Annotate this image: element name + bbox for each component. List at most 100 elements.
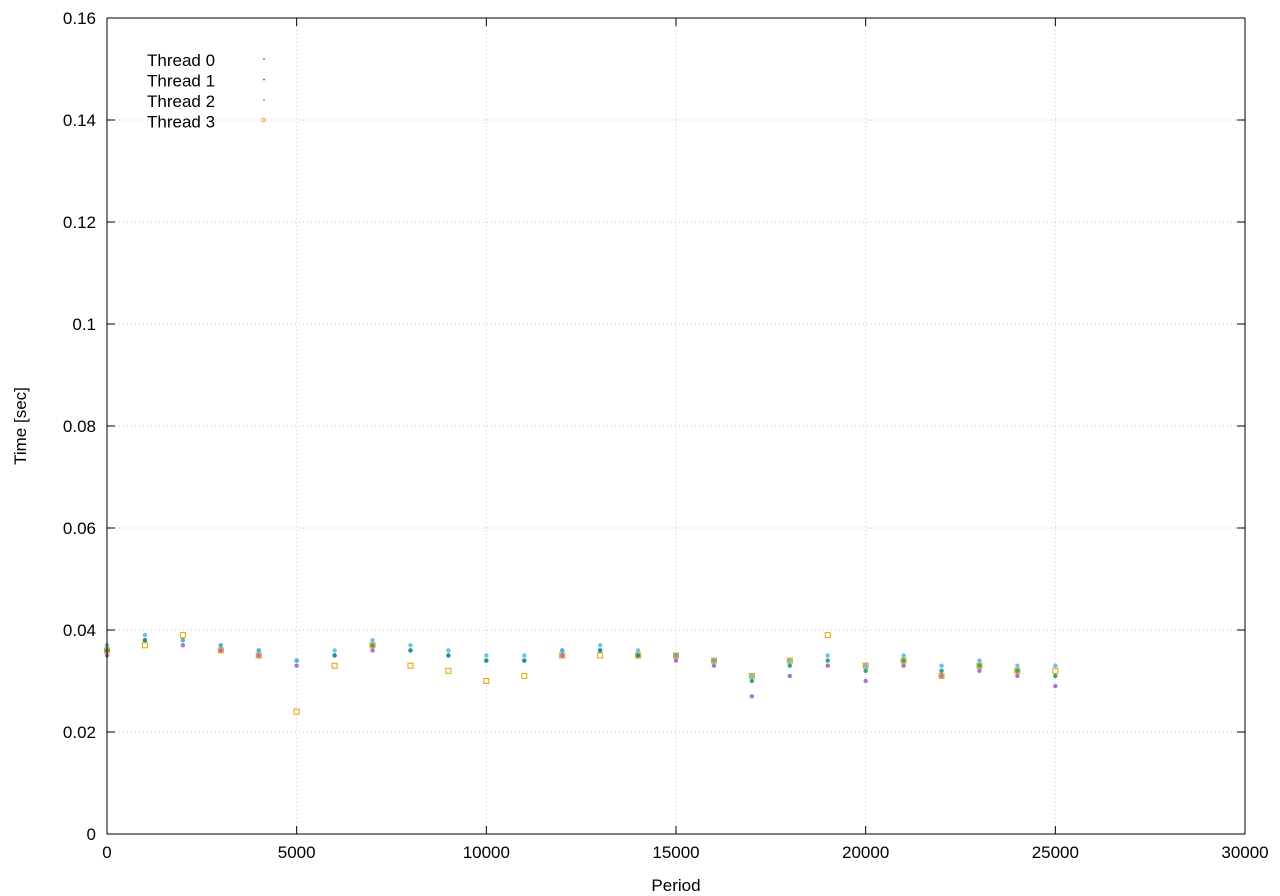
data-point	[938, 672, 945, 679]
y-axis-label: Time [sec]	[11, 387, 30, 465]
data-point	[901, 653, 906, 658]
data-point	[369, 642, 376, 649]
data-point	[863, 668, 868, 673]
data-point	[294, 663, 299, 668]
grid	[107, 18, 1245, 834]
x-tick-label: 30000	[1221, 843, 1268, 862]
data-point	[673, 653, 679, 658]
data-point	[787, 658, 792, 663]
y-tick-label: 0.1	[72, 315, 96, 334]
legend-marker	[263, 78, 265, 81]
data-point	[597, 652, 604, 659]
data-point	[1014, 667, 1021, 674]
data-point	[1015, 663, 1020, 668]
legend-label: Thread 1	[147, 72, 215, 91]
data-point	[256, 653, 261, 658]
data-point	[332, 648, 337, 653]
data-point	[560, 653, 565, 658]
x-tick-label: 10000	[463, 843, 510, 862]
data-point	[597, 643, 603, 648]
data-point	[977, 658, 982, 663]
data-point	[522, 653, 527, 658]
data-point	[521, 672, 528, 679]
data-point	[1015, 673, 1020, 679]
x-tick-label: 20000	[842, 843, 889, 862]
y-tick-label: 0.08	[63, 417, 96, 436]
data-point	[635, 653, 641, 658]
data-point	[407, 662, 414, 669]
legend-label: Thread 0	[147, 51, 215, 70]
data-point	[217, 647, 224, 654]
legend-label: Thread 2	[147, 92, 215, 111]
data-point	[749, 694, 755, 699]
data-point	[141, 642, 148, 649]
data-point	[294, 658, 299, 663]
data-point	[522, 658, 527, 663]
data-point	[901, 658, 906, 663]
axis-ticks	[106, 17, 1246, 835]
y-tick-label: 0.02	[63, 723, 96, 742]
data-point	[293, 708, 300, 715]
data-point	[939, 673, 944, 679]
data-point	[635, 652, 642, 659]
y-tick-label: 0	[87, 825, 96, 844]
y-tick-label: 0.14	[63, 111, 96, 130]
data-point	[673, 658, 679, 663]
x-axis-label: Period	[651, 876, 700, 895]
data-point	[445, 667, 452, 674]
y-tick-label: 0.04	[63, 621, 96, 640]
data-point	[825, 663, 830, 668]
data-point	[483, 678, 490, 684]
data-point	[332, 653, 337, 658]
data-point	[976, 662, 983, 669]
data-point	[1015, 668, 1020, 673]
x-tick-label: 0	[102, 843, 111, 862]
data-point	[218, 648, 223, 653]
data-point	[1053, 683, 1058, 689]
y-tick-label: 0.12	[63, 213, 96, 232]
legend-marker	[261, 118, 266, 122]
y-tick-label: 0.06	[63, 519, 96, 538]
x-tick-label: 15000	[652, 843, 699, 862]
data-point	[218, 643, 223, 648]
series-1	[104, 638, 1058, 684]
data-point	[256, 648, 261, 653]
data-point	[977, 668, 982, 673]
data-point	[748, 672, 755, 679]
data-point	[255, 652, 262, 659]
data-point	[901, 663, 906, 668]
data-point	[331, 662, 338, 669]
data-point	[142, 638, 148, 643]
series-2	[104, 632, 1058, 679]
data-point	[863, 678, 868, 684]
data-point	[179, 632, 186, 639]
data-point	[370, 643, 375, 648]
data-point	[635, 648, 641, 653]
data-point	[142, 632, 148, 638]
data-point	[370, 638, 375, 643]
legend-label: Thread 3	[147, 113, 215, 132]
data-point	[786, 657, 793, 664]
data-point	[749, 678, 755, 684]
data-point	[408, 648, 413, 653]
data-point	[180, 638, 186, 643]
legend-marker	[263, 58, 265, 60]
data-point	[1053, 673, 1058, 679]
data-point	[710, 657, 717, 664]
series-0	[104, 638, 1058, 699]
data-point	[559, 652, 566, 659]
data-point	[787, 663, 792, 668]
data-point	[673, 652, 679, 659]
data-point	[597, 648, 603, 653]
y-tick-label: 0.16	[63, 9, 96, 28]
data-point	[825, 653, 830, 658]
data-point	[446, 648, 451, 653]
data-point	[939, 668, 944, 673]
data-point	[180, 643, 186, 648]
data-point	[560, 648, 565, 653]
y-axis-tick-labels: 0 0.02 0.04 0.06 0.08 0.1 0.12 0.14 0.16	[63, 9, 96, 844]
data-point	[862, 662, 869, 669]
